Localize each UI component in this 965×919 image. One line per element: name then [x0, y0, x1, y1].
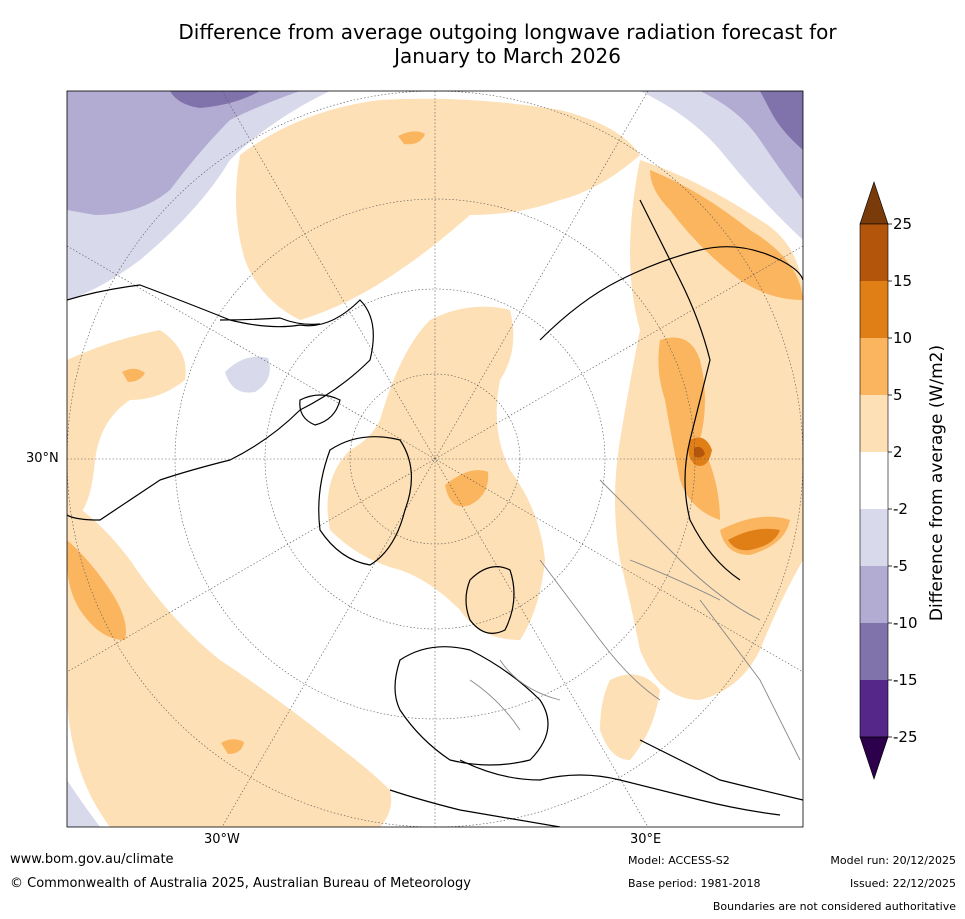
footer-model-run: Model run: 20/12/2025	[830, 854, 956, 867]
coastline-canadian-archipelago	[299, 394, 341, 426]
label-30n: 30°N	[26, 451, 59, 466]
coastline-north-africa-east	[639, 739, 803, 801]
colorbar-tick-label: 15	[893, 272, 913, 290]
colorbar-band-2-5	[860, 395, 888, 452]
anomaly-region-light-orange-asia	[615, 160, 803, 700]
border-eurasia-2	[599, 479, 761, 621]
coastline-mediterranean	[459, 759, 781, 816]
anomaly-region-orange-east-asia	[658, 337, 720, 520]
coastline-greenland	[318, 436, 413, 566]
colorbar-band-5-10	[860, 338, 888, 395]
latitude-circle-60n	[264, 288, 606, 630]
map-area	[67, 91, 803, 827]
anomaly-region-light-purple-sw	[67, 780, 100, 827]
footer-model: Model: ACCESS-S2	[628, 854, 730, 867]
border-europe-2	[499, 659, 561, 701]
anomaly-region-orange-greenland-sea	[445, 470, 489, 507]
colorbar-band-m25-m15	[860, 680, 888, 737]
footer-website: www.bom.gov.au/climate	[10, 852, 174, 867]
colorbar-extend-bottom	[859, 736, 889, 780]
colorbar-band-m5-m2	[860, 509, 888, 566]
colorbar-tick-label: 25	[893, 215, 913, 233]
footer-issued: Issued: 22/12/2025	[849, 877, 956, 890]
anomaly-region-dark-purple-nw	[170, 91, 260, 108]
anomaly-region-orange-atlantic-tropics	[67, 540, 126, 640]
coastline-siberia	[539, 246, 803, 341]
footer-copyright: © Commonwealth of Australia 2025, Austra…	[10, 876, 471, 891]
colorbar-frame	[859, 223, 889, 738]
colorbar-band-10-15	[860, 281, 888, 338]
colorbar-tick-label: -25	[893, 728, 918, 746]
colorbar	[859, 181, 892, 780]
anomaly-region-orange-mid-atlantic	[221, 739, 244, 754]
colorbar-tick-label: -5	[893, 557, 908, 575]
map-title: Difference from average outgoing longwav…	[60, 20, 955, 68]
colorbar-tick-label: 2	[893, 443, 903, 461]
anomaly-region-light-orange-arctic	[327, 306, 545, 640]
colorbar-band-m10-m5	[860, 566, 888, 623]
anomaly-region-orange-central-asia	[650, 170, 803, 300]
map-title-line-1: Difference from average outgoing longwav…	[178, 20, 837, 44]
colorbar-title: Difference from average (W/m2)	[927, 344, 947, 622]
colorbar-band-15-25	[860, 224, 888, 281]
colorbar-tick-label: 10	[893, 329, 913, 347]
coastline-alaska	[219, 317, 321, 325]
label-30w: 30°W	[204, 832, 240, 847]
colorbar-tick-label: -10	[893, 614, 918, 632]
border-asia-2	[629, 559, 721, 601]
border-eurasia-1	[539, 559, 661, 701]
country-borders	[469, 479, 801, 761]
anomaly-region-orange-eastern-pacific	[122, 368, 145, 382]
border-asia-1	[699, 599, 801, 761]
coastline-east-asia	[639, 199, 741, 581]
anomaly-region-light-orange-pacific-north	[236, 98, 640, 320]
anomaly-region-light-orange-west	[67, 330, 186, 520]
footer-base-period: Base period: 1981-2018	[628, 877, 761, 890]
label-30e: 30°E	[630, 832, 662, 847]
anomaly-region-light-orange-mideast	[600, 674, 660, 760]
anomaly-region-light-purple-pacific	[225, 356, 270, 393]
colorbar-band-neutral	[860, 452, 888, 509]
colorbar-tick-label: 5	[893, 386, 903, 404]
colorbar-extend-top	[859, 181, 889, 225]
anomaly-region-dark-purple-ne	[760, 91, 803, 150]
footer-disclaimer: Boundaries are not considered authoritat…	[712, 900, 956, 913]
colorbar-band-m15-m10	[860, 623, 888, 680]
anomaly-region-dark-orange-tibet	[728, 528, 780, 551]
map-title-line-2: January to March 2026	[394, 44, 621, 68]
map-frame	[66, 90, 804, 828]
coastline-scandinavia	[465, 566, 515, 634]
anomaly-region-light-orange-atlantic	[67, 500, 392, 827]
coastline-europe	[394, 646, 549, 766]
colorbar-tick-label: -15	[893, 671, 918, 689]
border-europe-1	[469, 679, 521, 731]
anomaly-region-purple-nw	[67, 91, 300, 215]
anomaly-region-orange-north-pacific	[398, 131, 425, 145]
coastlines	[67, 199, 803, 827]
coastline-north-america	[67, 284, 374, 521]
colorbar-tick-label: -2	[893, 500, 908, 518]
coastline-africa	[389, 789, 561, 827]
graticule	[67, 91, 803, 827]
anomaly-region-brown-east-asia	[694, 446, 705, 458]
